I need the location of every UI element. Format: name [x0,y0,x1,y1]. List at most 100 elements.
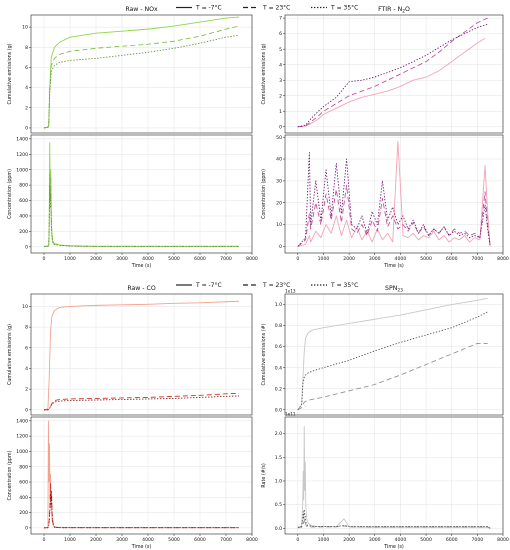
x-tick-label: 1000 [64,256,76,262]
x-tick-label: 3000 [369,537,381,543]
x-tick-label: 8000 [246,256,258,262]
series-line-2 [43,493,239,529]
series-line-1 [43,25,240,129]
x-tick-label: 7000 [472,537,484,543]
x-axis-label: Time (s) [383,263,404,269]
panel-frame [284,416,504,535]
y-tick-label: 5 [279,47,282,53]
series-line-1 [297,343,488,411]
x-tick-label: 5000 [168,256,180,262]
y-tick-label: 1400 [16,136,28,142]
panel-frame [30,416,253,535]
series-line-2 [297,508,491,529]
chart-title: FTIR - N2O [378,6,410,15]
y-tick-label: 8 [25,45,28,51]
x-tick-label: 8000 [246,537,258,543]
y-tick-label: 6 [25,65,28,71]
series-line-0 [297,141,491,247]
y-tick-label: 10 [276,222,282,228]
x-axis-label: Time (s) [131,544,152,550]
chart-title-tail: O [405,6,410,13]
x-tick-label: 5000 [420,537,432,543]
x-tick-label: 2000 [90,537,102,543]
x-tick-label: 3000 [369,256,381,262]
x-tick-label: 2000 [343,256,355,262]
panel-cumulative: 0 2 4 6 8 10 Cumulative emissions (g) [7,293,253,416]
chart-title: Raw - NOx [125,6,158,13]
y-tick-label: 200 [19,229,28,235]
series-group [297,141,491,247]
y-tick-label: 1200 [16,434,28,440]
panel-frame [284,293,504,416]
y-axis-label: Cumulative emissions (#) [261,323,267,385]
y-tick-label: 0 [25,525,28,531]
y-tick-label: 0.4 [275,365,282,371]
y-tick-label: 4 [279,62,282,68]
y-tick-label: 4 [25,366,28,372]
y-tick-label: 1400 [16,418,28,424]
series-line-2 [297,152,491,247]
series-group [43,16,240,129]
chart-title: Raw - CO [127,285,156,292]
x-tick-label: 8000 [497,537,509,543]
series-line-0 [297,37,486,128]
y-tick-label: 30 [276,178,282,184]
series-group [43,420,239,529]
x-tick-label: 6000 [446,256,458,262]
y-offset-text: 1e11 [285,412,296,417]
x-tick-label: 8000 [497,256,509,262]
series-line-1 [297,184,491,247]
panel-instantaneous: 0.0 0.5 1.0 1.5 2.0 Rate (#/s) 1e11 0 1000 2000 30… [261,412,509,550]
y-tick-label: 0 [25,407,28,413]
series-group [297,297,488,411]
x-axis-label: Time (s) [383,544,404,550]
series-line-1 [297,17,488,128]
series-line-2 [297,311,488,410]
x-tick-label: 5000 [168,537,180,543]
y-tick-label: 40 [276,157,282,163]
legend-top: T = -7°C T = 23°C T = 35°C [176,5,358,12]
x-tick-label: 0 [43,256,46,262]
y-tick-label: 800 [19,183,28,189]
y-tick-label: 1000 [16,449,28,455]
y-tick-label: 1 [279,109,282,115]
y-tick-label: 1200 [16,152,28,158]
chart-title-subscript: 23 [397,288,403,294]
y-tick-label: 800 [19,464,28,470]
x-tick-label: 6000 [446,537,458,543]
y-tick-label: 7 [279,16,282,22]
chart-spn23: SPN23 0.0 0.2 0.4 0.6 0.8 1.0 Cumulative emissi… [261,285,509,550]
y-tick-label: 6 [279,31,282,37]
y-tick-label: 10 [22,25,28,31]
x-tick-label: 7000 [220,256,232,262]
x-tick-label: 7000 [220,537,232,543]
chart-title-main: SPN [385,285,398,292]
y-tick-label: 400 [19,495,28,501]
series-group [297,426,491,529]
y-tick-label: 200 [19,510,28,516]
x-tick-label: 6000 [194,256,206,262]
y-tick-label: 0 [25,244,28,250]
panel-frame [284,14,504,134]
panel-instantaneous: 0 200 400 600 800 1000 1200 1400 Concentration (… [7,134,258,269]
x-tick-label: 0 [296,537,299,543]
x-tick-label: 0 [296,256,299,262]
legend-bottom: T = -7°C T = 23°C T = 35°C [176,282,358,289]
y-axis-label: Cumulative emissions (g) [7,43,13,104]
legend-label: T = 23°C [262,5,290,12]
panel-frame [284,134,504,254]
y-tick-label: 50 [276,135,282,141]
series-group [43,142,239,247]
y-tick-label: 0.2 [275,386,282,392]
legend-label: T = 35°C [330,5,358,12]
y-axis-label: Concentration (ppm) [7,450,13,500]
series-line-0 [297,426,491,529]
panel-cumulative: 0 2 4 6 8 10 Cumulative emissions (g) [7,14,253,134]
panel-cumulative: 0 1 2 3 4 5 6 7 Cumulative emissions (g) [261,14,504,134]
panel-cumulative: 0.0 0.2 0.4 0.6 0.8 1.0 Cumulative emissions (… [261,289,504,416]
series-line-2 [297,23,488,128]
y-axis-label: Rate (#/s) [261,463,267,488]
